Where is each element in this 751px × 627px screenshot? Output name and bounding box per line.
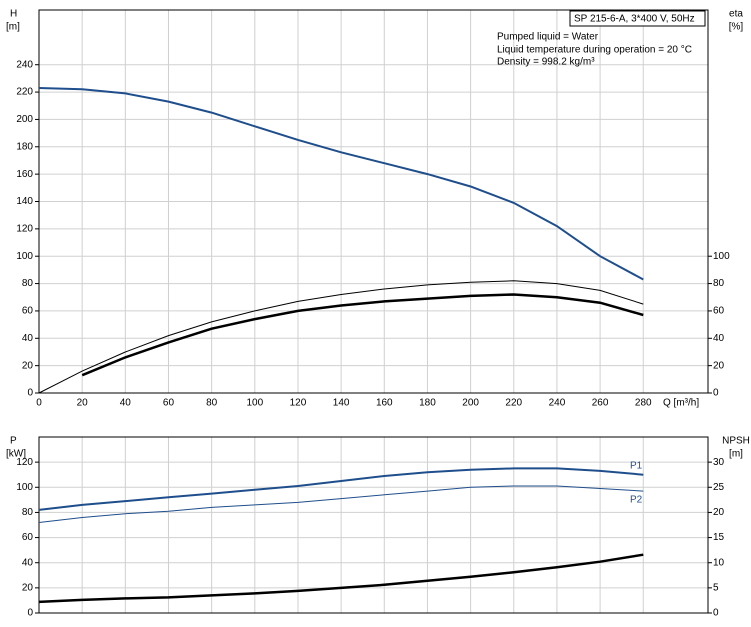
x-tick-label: 180 — [419, 398, 436, 409]
y2-tick-label: 5 — [713, 582, 719, 593]
y-tick-label: 100 — [16, 482, 33, 493]
y2-tick-label: 0 — [713, 388, 719, 399]
x-tick-label: 80 — [206, 398, 218, 409]
plot: 0 20 40 60 80 100 120 0 5 10 15 20 25 30 P [kW] NPSH [m] P… — [6, 436, 750, 619]
y-tick-label: 240 — [16, 59, 33, 70]
y-axis-unit: [m] — [6, 22, 20, 33]
series-line — [38, 553, 644, 604]
y2-tick-label: 25 — [713, 482, 725, 493]
y2-tick-label: 40 — [713, 333, 725, 344]
y-tick-label: 80 — [22, 278, 34, 289]
x-tick-label: 100 — [246, 398, 263, 409]
plot-frame — [38, 436, 709, 614]
annotation: Density = 998.2 kg/m³ — [497, 57, 595, 68]
y-tick-label: 40 — [22, 333, 34, 344]
y-tick-label: 180 — [16, 141, 33, 152]
x-tick-label: 160 — [376, 398, 393, 409]
x-tick-label: 0 — [36, 398, 42, 409]
y-tick-label: 200 — [16, 114, 33, 125]
series-line — [38, 280, 644, 394]
y2-axis-label: NPSH — [722, 436, 750, 447]
y-tick-label: 120 — [16, 223, 33, 234]
annotation: Pumped liquid = Water — [497, 32, 599, 43]
x-tick-label: 60 — [163, 398, 175, 409]
y2-axis-unit: [%] — [729, 22, 744, 33]
y-tick-label: 60 — [22, 306, 34, 317]
chart-title: SP 215-6-A, 3*400 V, 50Hz — [574, 14, 695, 25]
series-label: P2 — [630, 495, 643, 506]
x-tick-label: 220 — [505, 398, 522, 409]
y2-tick-label: 0 — [713, 608, 719, 619]
y2-axis-label: eta — [729, 9, 743, 20]
x-tick-label: 200 — [462, 398, 479, 409]
y-tick-label: 100 — [16, 251, 33, 262]
plot: 0 20 40 60 80 100 120 140 160 180 200 220 240 260 2800… — [6, 9, 743, 409]
series-line — [81, 293, 644, 377]
y-tick-label: 80 — [22, 507, 34, 518]
y-tick-label: 0 — [27, 388, 33, 399]
x-tick-label: 260 — [592, 398, 609, 409]
y2-tick-label: 80 — [713, 278, 725, 289]
y-tick-label: 120 — [16, 457, 33, 468]
title-box — [569, 10, 706, 27]
x-tick-label: 120 — [290, 398, 307, 409]
y-tick-label: 60 — [22, 532, 34, 543]
y-axis-unit: [kW] — [6, 449, 26, 460]
y2-tick-label: 100 — [713, 251, 730, 262]
x-tick-label: 40 — [120, 398, 132, 409]
x-tick-label: 280 — [635, 398, 652, 409]
y-tick-label: 160 — [16, 169, 33, 180]
plot-area — [39, 437, 708, 613]
y2-tick-label: 20 — [713, 360, 725, 371]
y-tick-label: 20 — [22, 360, 34, 371]
y2-tick-label: 10 — [713, 557, 725, 568]
x-axis-label: Q [m³/h] — [663, 398, 699, 409]
y-tick-label: 0 — [27, 608, 33, 619]
y-tick-label: 220 — [16, 87, 33, 98]
plot-frame — [38, 9, 709, 394]
y2-tick-label: 20 — [713, 507, 725, 518]
y2-tick-label: 60 — [713, 306, 725, 317]
x-tick-label: 140 — [333, 398, 350, 409]
series-line — [38, 87, 644, 281]
y-tick-label: 140 — [16, 196, 33, 207]
y2-tick-label: 30 — [713, 457, 725, 468]
series-label: P1 — [630, 460, 643, 471]
y-axis-label: P — [10, 436, 17, 447]
series-line — [38, 467, 644, 511]
annotation: Liquid temperature during operation = 20… — [497, 45, 692, 56]
x-tick-label: 20 — [77, 398, 89, 409]
y-tick-label: 20 — [22, 582, 34, 593]
y2-axis-unit: [m] — [729, 449, 743, 460]
y2-tick-label: 15 — [713, 532, 725, 543]
y-tick-label: 40 — [22, 557, 34, 568]
series-line — [38, 485, 644, 523]
x-tick-label: 240 — [549, 398, 566, 409]
y-axis-label: H — [10, 9, 17, 20]
